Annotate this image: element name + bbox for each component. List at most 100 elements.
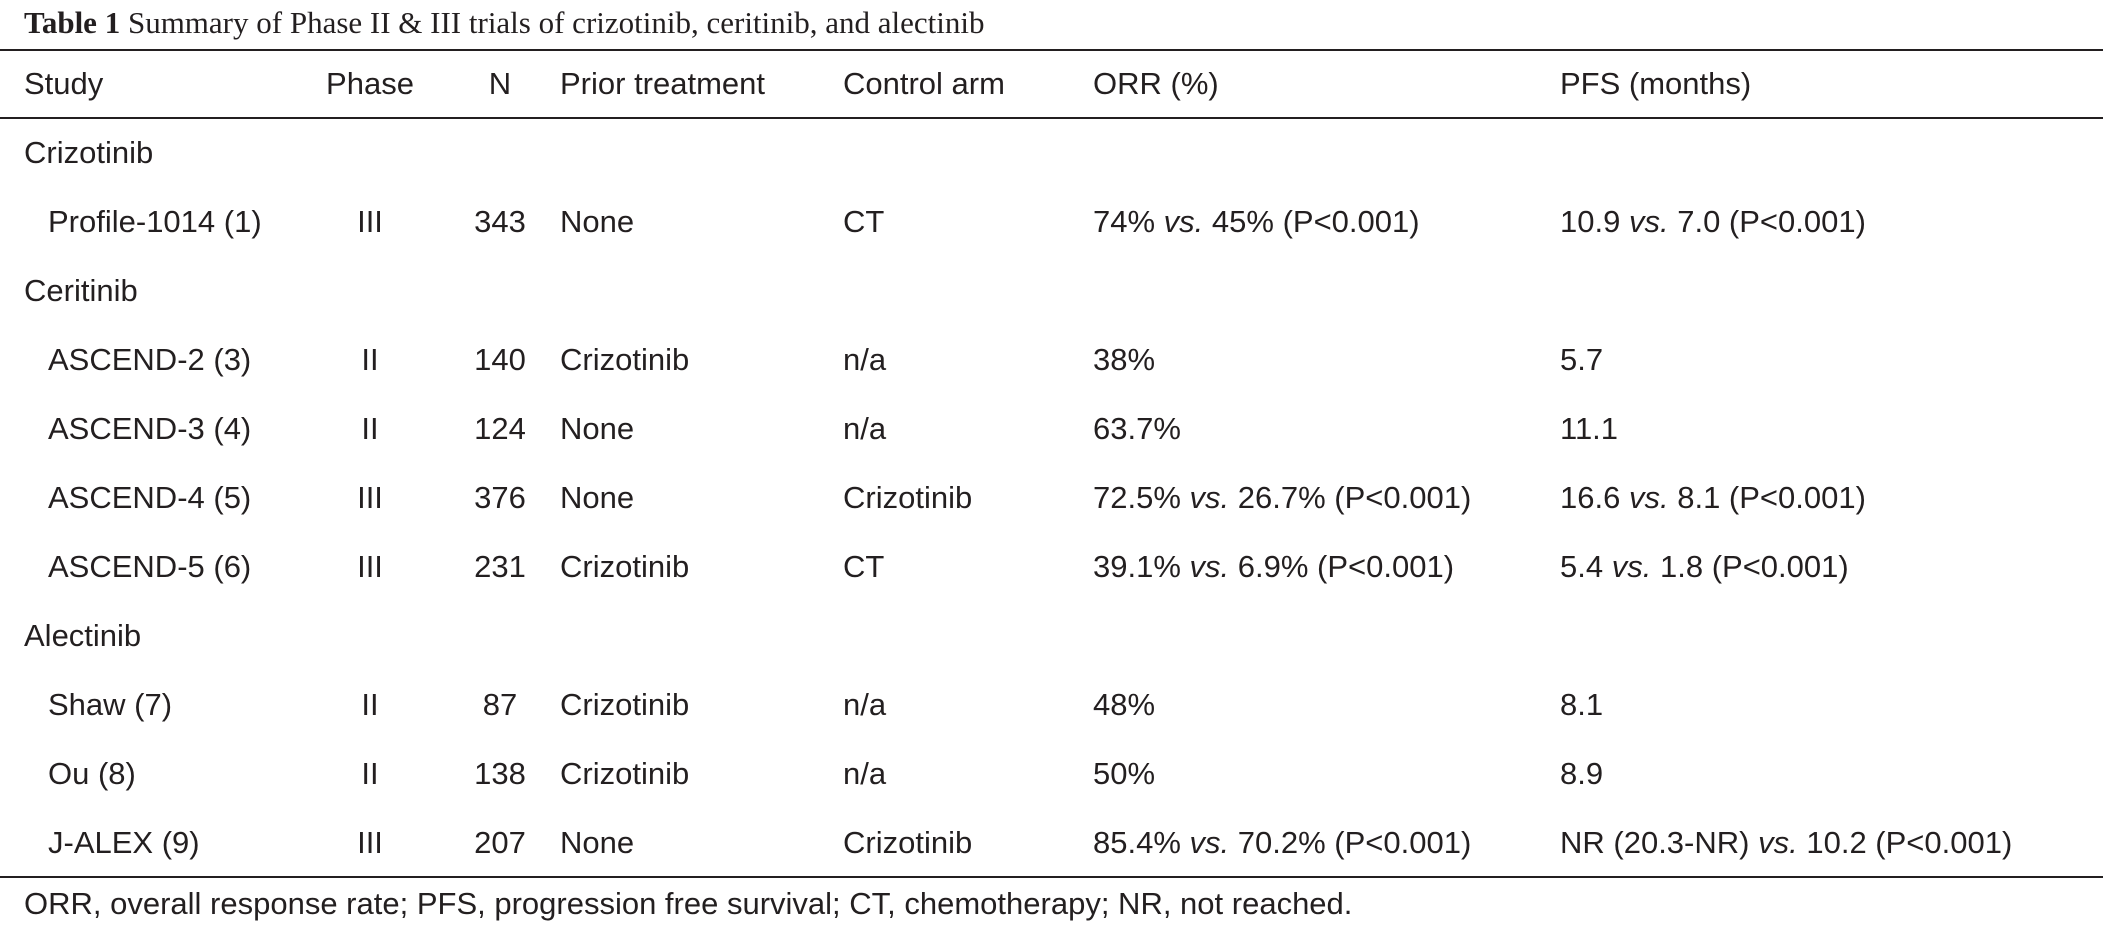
cell-orr: 48% [1093, 670, 1560, 739]
cell-study: Ou (8) [48, 755, 136, 791]
cell-orr: 63.7% [1093, 394, 1560, 463]
cell-pfs: 11.1 [1560, 394, 2103, 463]
cell-prior-treatment: Crizotinib [560, 686, 690, 722]
cell-pfs-value: 8.1 (P<0.001) [1677, 479, 1866, 515]
table-caption-text: Summary of Phase II & III trials of criz… [127, 5, 985, 40]
vs-connector: vs. [1189, 824, 1230, 860]
table-footnote: ORR, overall response rate; PFS, progres… [24, 886, 1353, 921]
cell-n: 87 [482, 686, 518, 722]
cell-pfs-value: 1.8 (P<0.001) [1659, 548, 1849, 584]
cell-pfs-value: NR (20.3-NR) [1560, 824, 1750, 860]
table-row: Ou (8) II 138 Crizotinib n/a 50% 8.9 [0, 739, 2103, 808]
cell-orr-value: 74% [1093, 203, 1156, 239]
cell-orr-value: 85.4% [1093, 824, 1181, 860]
cell-orr-value: 38% [1093, 341, 1156, 377]
cell-pfs-value: 11.1 [1560, 410, 1619, 446]
cell-orr-value: 70.2% (P<0.001) [1237, 824, 1472, 860]
cell-pfs-value: 10.9 [1560, 203, 1621, 239]
table-row: ASCEND-5 (6) III 231 Crizotinib CT 39.1% vs. … [0, 532, 2103, 601]
cell-phase: II [361, 410, 379, 446]
cell-n: 376 [474, 479, 526, 515]
cell-control-arm: CT [843, 548, 885, 584]
cell-pfs-value: 16.6 [1560, 479, 1621, 515]
cell-orr: 39.1% vs. 6.9% (P<0.001) [1093, 532, 1560, 601]
cell-study: ASCEND-3 (4) [48, 410, 252, 446]
cell-orr: 85.4% vs. 70.2% (P<0.001) [1093, 808, 1560, 877]
cell-control-arm: Crizotinib [843, 824, 973, 860]
cell-n: 140 [474, 341, 526, 377]
table-row: ASCEND-2 (3) II 140 Crizotinib n/a 38% 5.7 [0, 325, 2103, 394]
cell-orr: 72.5% vs. 26.7% (P<0.001) [1093, 463, 1560, 532]
vs-connector: vs. [1163, 203, 1204, 239]
header-study: Study [24, 66, 104, 101]
cell-pfs: 10.9 vs. 7.0 (P<0.001) [1560, 187, 2103, 256]
vs-connector: vs. [1758, 824, 1798, 860]
cell-pfs-value: 7.0 (P<0.001) [1677, 203, 1866, 239]
vs-connector: vs. [1189, 479, 1230, 515]
cell-n: 207 [474, 824, 526, 860]
group-row: Alectinib [0, 601, 2103, 670]
cell-control-arm: n/a [843, 341, 887, 377]
cell-control-arm: CT [843, 203, 885, 239]
cell-orr-value: 39.1% [1093, 548, 1181, 584]
top-rule [0, 49, 2103, 51]
group-name: Alectinib [24, 617, 142, 653]
cell-orr: 38% [1093, 325, 1560, 394]
table-body: Crizotinib Profile-1014 (1) III 343 None CT 74… [0, 118, 2103, 877]
header-rule [0, 117, 2103, 119]
group-row: Crizotinib [0, 118, 2103, 187]
cell-study: ASCEND-5 (6) [48, 548, 252, 584]
cell-orr-value: 63.7% [1093, 410, 1181, 446]
cell-prior-treatment: Crizotinib [560, 341, 690, 377]
table-header: Study Phase N Prior treatment Control ar… [0, 50, 2103, 118]
cell-n: 343 [474, 203, 526, 239]
table-row: Shaw (7) II 87 Crizotinib n/a 48% 8.1 [0, 670, 2103, 739]
header-row: Study Phase N Prior treatment Control ar… [0, 50, 2103, 118]
cell-orr-value: 45% (P<0.001) [1211, 203, 1420, 239]
cell-pfs-value: 8.9 [1560, 755, 1604, 791]
cell-orr-value: 6.9% (P<0.001) [1237, 548, 1455, 584]
cell-pfs: 5.4 vs. 1.8 (P<0.001) [1560, 532, 2103, 601]
header-control-arm: Control arm [843, 66, 1005, 101]
cell-phase: II [361, 755, 379, 791]
cell-study: Shaw (7) [48, 686, 173, 722]
cell-pfs: NR (20.3-NR) vs. 10.2 (P<0.001) [1560, 808, 2103, 877]
cell-control-arm: Crizotinib [843, 479, 973, 515]
cell-pfs: 8.1 [1560, 670, 2103, 739]
cell-study: ASCEND-4 (5) [48, 479, 252, 515]
cell-study: Profile-1014 (1) [48, 203, 262, 239]
cell-n: 124 [474, 410, 526, 446]
cell-study: J-ALEX (9) [48, 824, 200, 860]
cell-study: ASCEND-2 (3) [48, 341, 252, 377]
cell-phase: III [357, 203, 383, 239]
cell-orr-value: 48% [1093, 686, 1156, 722]
cell-prior-treatment: None [560, 203, 635, 239]
cell-orr-value: 50% [1093, 755, 1156, 791]
cell-control-arm: n/a [843, 686, 887, 722]
cell-pfs: 5.7 [1560, 325, 2103, 394]
cell-orr-value: 26.7% (P<0.001) [1237, 479, 1472, 515]
cell-pfs: 8.9 [1560, 739, 2103, 808]
table-row: ASCEND-3 (4) II 124 None n/a 63.7% 11.1 [0, 394, 2103, 463]
cell-prior-treatment: None [560, 479, 635, 515]
vs-connector: vs. [1628, 479, 1669, 515]
table-row: Profile-1014 (1) III 343 None CT 74% vs. 45% … [0, 187, 2103, 256]
cell-phase: II [361, 341, 379, 377]
cell-orr: 50% [1093, 739, 1560, 808]
group-name: Ceritinib [24, 272, 138, 308]
group-row: Ceritinib [0, 256, 2103, 325]
header-orr: ORR (%) [1093, 66, 1219, 101]
cell-phase: II [361, 686, 379, 722]
cell-pfs-value: 5.4 [1560, 548, 1604, 584]
header-n: N [488, 66, 512, 101]
cell-orr: 74% vs. 45% (P<0.001) [1093, 187, 1560, 256]
cell-prior-treatment: Crizotinib [560, 755, 690, 791]
cell-prior-treatment: Crizotinib [560, 548, 690, 584]
cell-orr-value: 72.5% [1093, 479, 1181, 515]
header-prior-treatment: Prior treatment [560, 66, 766, 101]
cell-pfs-value: 5.7 [1560, 341, 1604, 377]
cell-n: 138 [474, 755, 526, 791]
bottom-rule [0, 876, 2103, 878]
cell-phase: III [357, 479, 383, 515]
cell-n: 231 [474, 548, 526, 584]
